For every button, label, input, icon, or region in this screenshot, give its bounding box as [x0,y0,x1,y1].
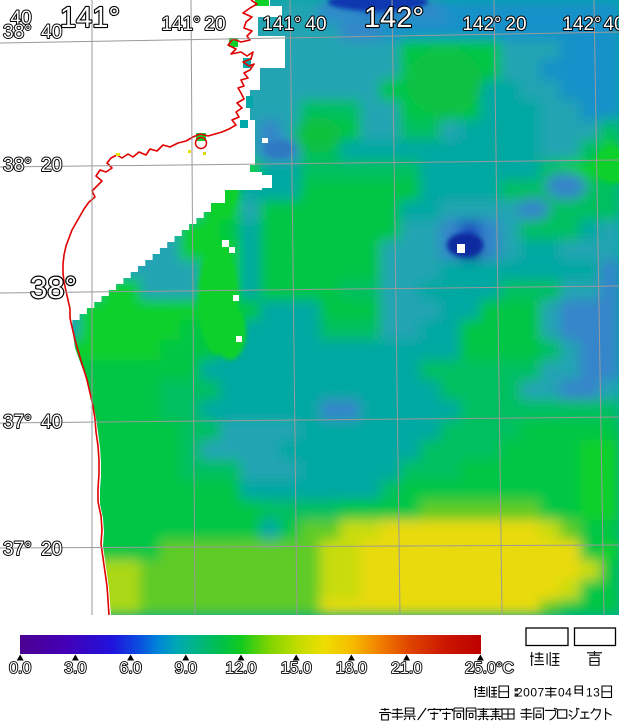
svg-text:142°: 142° [364,2,424,34]
svg-text:25.0: 25.0 [465,660,496,677]
svg-text:37°: 37° [3,539,32,560]
svg-text:20: 20 [41,539,62,560]
svg-text:12.0: 12.0 [225,660,256,677]
svg-text:141°: 141° [60,2,120,34]
svg-text:20: 20 [204,14,225,35]
svg-text:40: 40 [305,14,326,35]
svg-text:142°: 142° [462,14,501,35]
svg-text:18.0: 18.0 [336,660,367,677]
svg-text:04: 04 [558,686,572,700]
svg-text:6.0: 6.0 [119,660,141,677]
svg-text:38°: 38° [3,155,32,176]
svg-text:141°: 141° [262,14,301,35]
svg-text:20: 20 [41,155,62,176]
svg-text:40: 40 [41,22,62,43]
svg-text:40: 40 [603,14,619,35]
svg-text:3.0: 3.0 [64,660,86,677]
svg-text:0.0: 0.0 [9,660,31,677]
svg-text:40: 40 [41,412,62,433]
svg-text:38°: 38° [30,270,77,305]
svg-text:38°: 38° [3,22,32,43]
svg-text:141°: 141° [161,14,200,35]
svg-text:15.0: 15.0 [281,660,312,677]
svg-text:°C: °C [496,660,514,677]
svg-text:40: 40 [10,8,31,29]
svg-text:21.0: 21.0 [391,660,422,677]
svg-text:142°: 142° [562,14,601,35]
svg-text:9.0: 9.0 [175,660,197,677]
svg-text:37°: 37° [3,412,32,433]
svg-text:13: 13 [586,686,600,700]
svg-text:20: 20 [505,14,526,35]
svg-text:2007: 2007 [516,686,545,700]
